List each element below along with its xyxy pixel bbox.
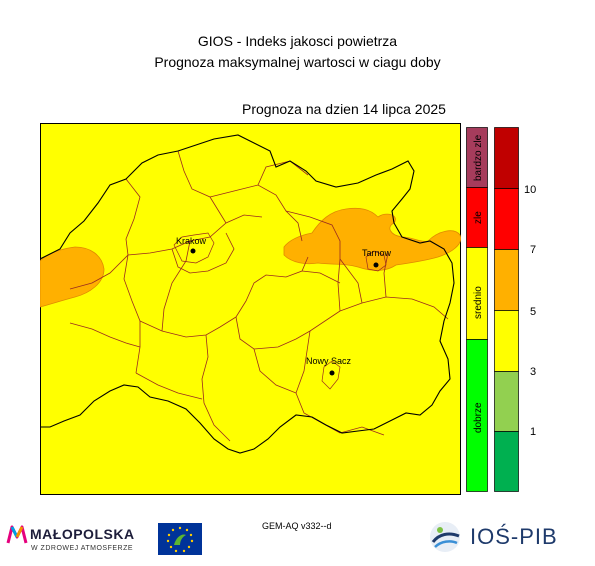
legend-zle-label: zle xyxy=(473,211,484,224)
krakow-label: Krakow xyxy=(176,236,207,246)
eu-life-logo xyxy=(158,523,202,555)
krakow-marker xyxy=(190,248,196,254)
legend-srednio-label: srednio xyxy=(473,286,484,319)
scale-green xyxy=(494,431,519,492)
scale-tick-7: 7 xyxy=(530,244,536,256)
legend-dobrze-label: dobrze xyxy=(473,402,484,433)
scale-red xyxy=(494,188,519,250)
scale-tick-5: 5 xyxy=(530,306,536,318)
nowy-sacz-outline xyxy=(321,360,341,390)
city-outlines xyxy=(173,232,387,390)
scale-yellow xyxy=(494,310,519,372)
ios-pib-logo-mark xyxy=(430,522,460,552)
scale-light-green xyxy=(494,371,519,432)
malopolska-logo-mark xyxy=(6,525,28,544)
scale-dark-red xyxy=(494,127,519,189)
malopolska-logo-tagline: W ZDROWEJ ATMOSFERZE xyxy=(31,545,134,552)
scale-tick-3: 3 xyxy=(530,366,536,378)
nowy-sacz-label: Nowy Sacz xyxy=(306,356,352,366)
tarnow-label: Tarnow xyxy=(362,248,392,258)
map-title: GIOS - Indeks jakosci powietrza xyxy=(197,33,398,49)
map-background xyxy=(40,123,461,495)
nowy-sacz-marker xyxy=(329,370,335,376)
model-label: GEM-AQ v332--d xyxy=(262,521,332,531)
forecast-date: Prognoza na dzien 14 lipca 2025 xyxy=(242,101,446,117)
malopolska-logo-name: MAŁOPOLSKA xyxy=(30,526,135,542)
ios-pib-logo-name: IOŚ-PIB xyxy=(470,524,558,549)
legend-bardzo-zle-label: bardzo zle xyxy=(473,134,484,181)
legend-dobrze xyxy=(466,339,488,492)
orange-area-west xyxy=(40,246,105,308)
map-subtitle: Prognoza maksymalnej wartosci w ciagu do… xyxy=(154,54,441,70)
legend: bardzo zle zle srednio dobrze 10 7 5 3 1 xyxy=(466,127,536,492)
scale-tick-1: 1 xyxy=(530,426,536,438)
city-markers: Krakow Tarnow Nowy Sacz xyxy=(176,236,392,376)
forecast-map: Krakow Tarnow Nowy Sacz xyxy=(40,123,461,495)
tarnow-outline xyxy=(365,250,387,272)
krakow-outline xyxy=(173,232,215,264)
scale-tick-10: 10 xyxy=(524,184,536,196)
voivodeship-outline xyxy=(40,134,455,454)
scale-orange xyxy=(494,249,519,311)
tarnow-marker xyxy=(373,262,379,268)
district-boundaries xyxy=(69,150,449,442)
